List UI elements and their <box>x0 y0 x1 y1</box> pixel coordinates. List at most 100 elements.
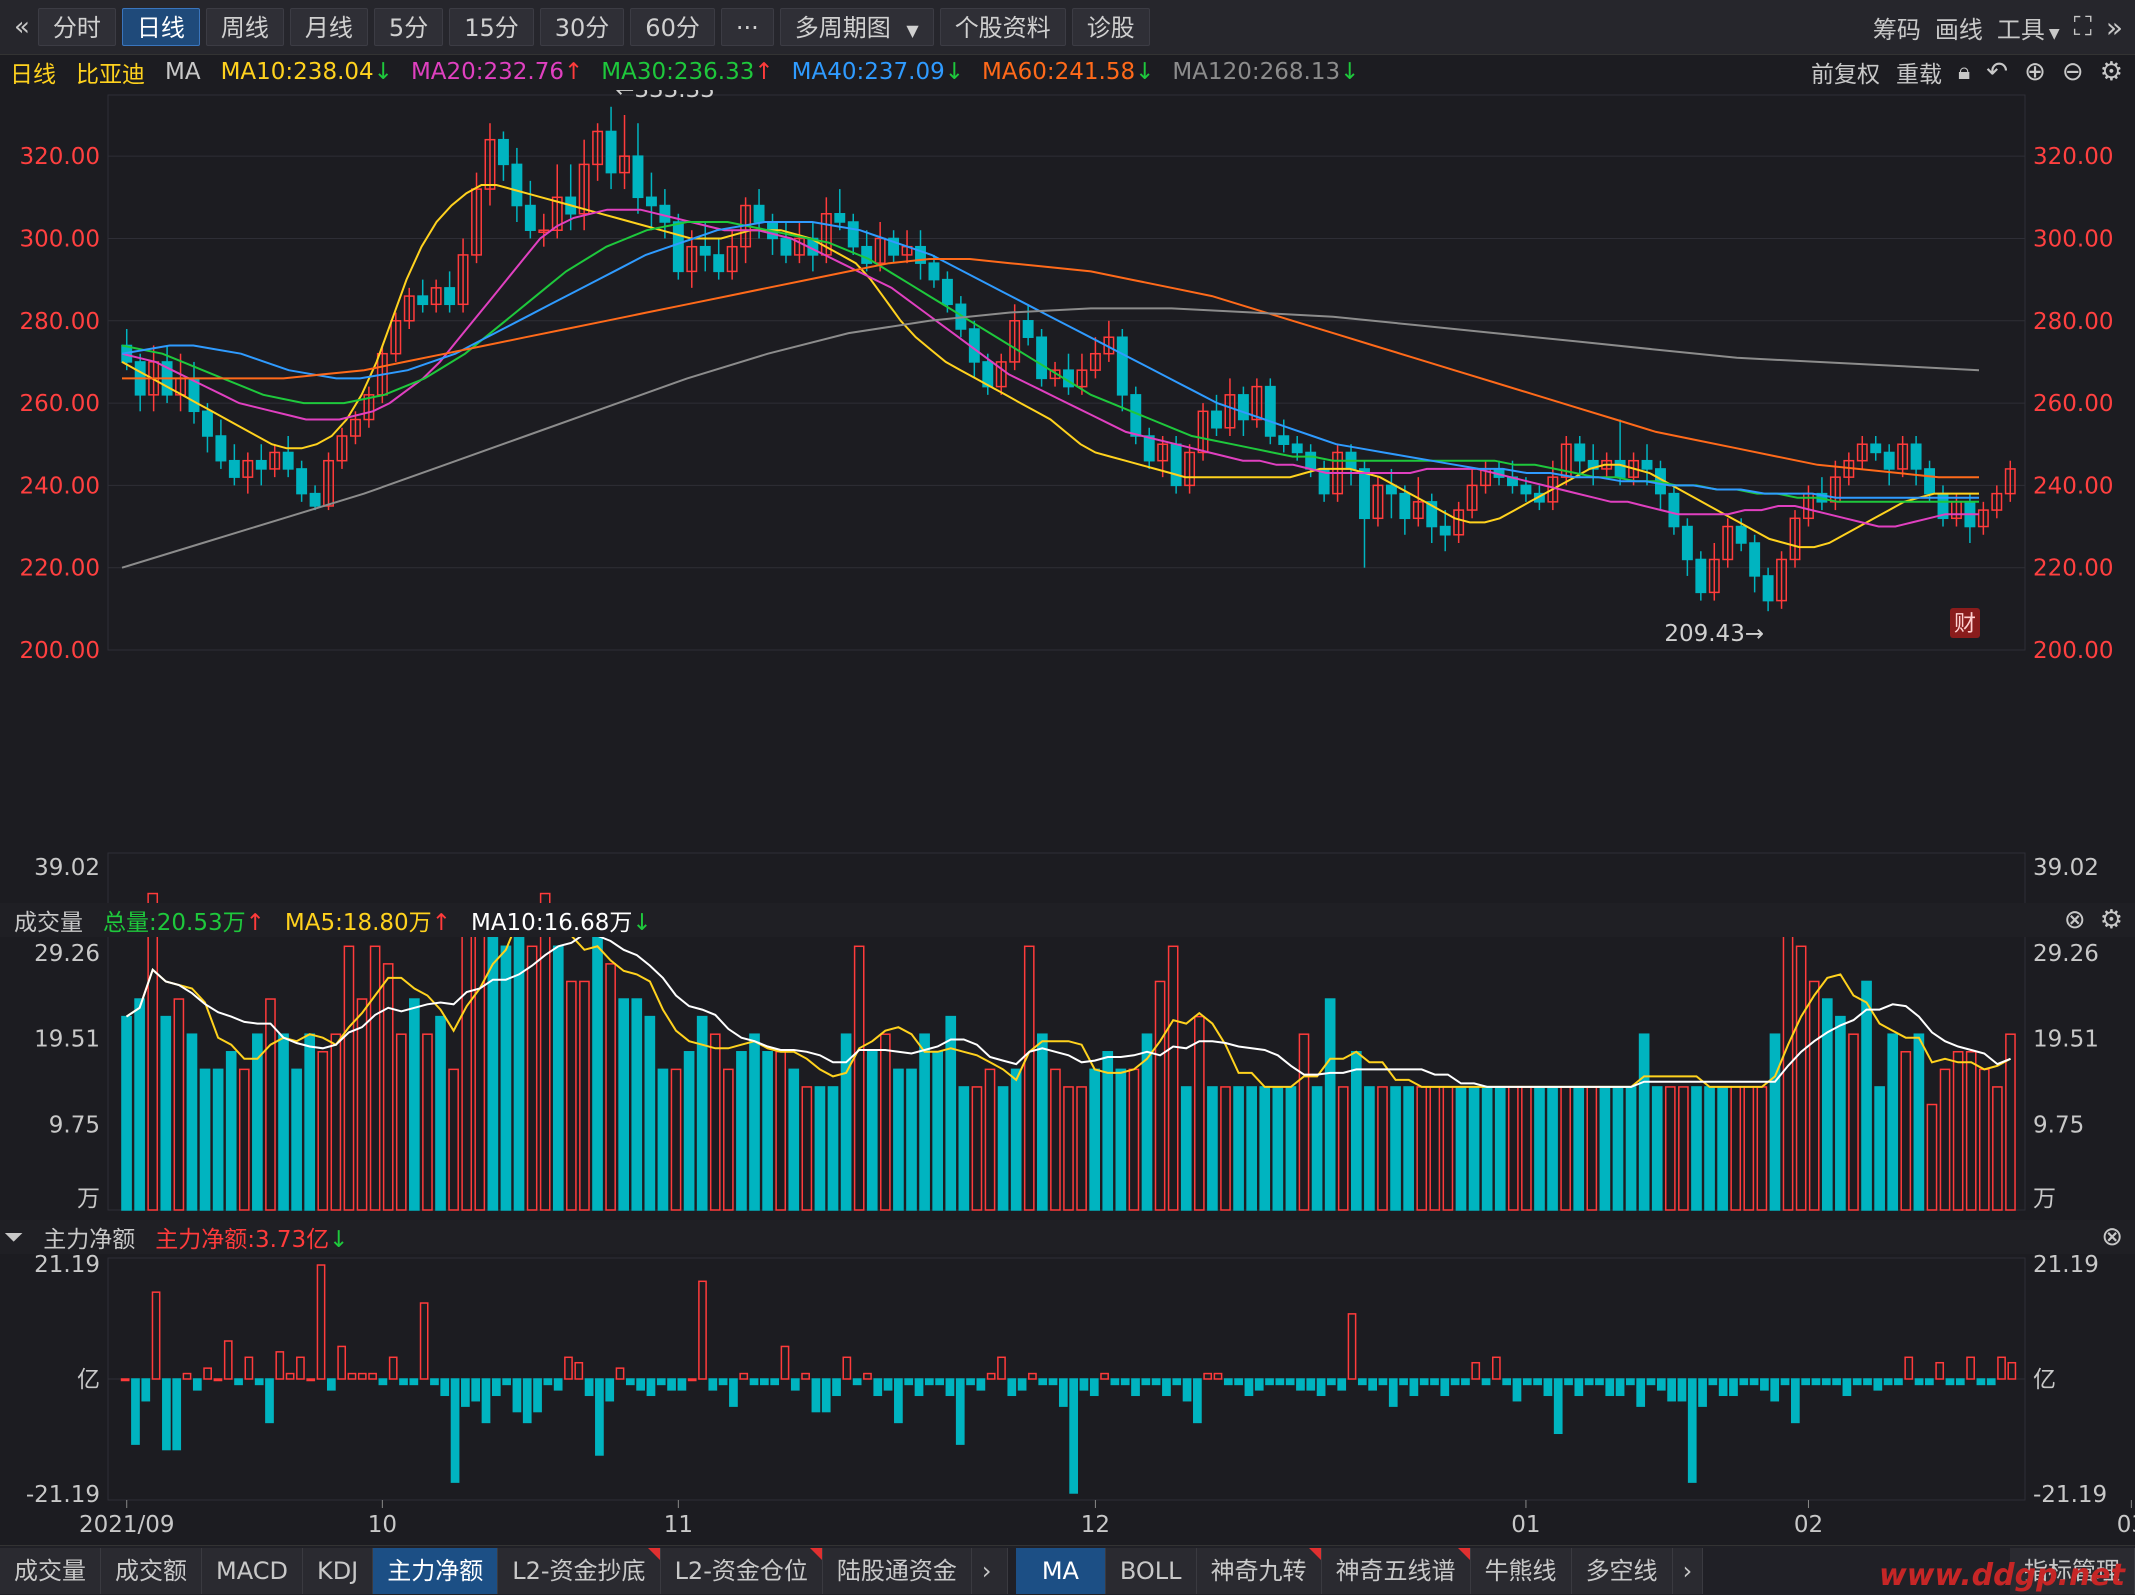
gear-icon[interactable]: ⚙ <box>2099 905 2123 935</box>
flow-bar <box>1265 1378 1274 1386</box>
price-tick-label-left: 260.00 <box>20 391 100 417</box>
flow-bar <box>1347 1313 1357 1380</box>
flow-tick-label-left: -21.19 <box>26 1482 100 1508</box>
volume-bar <box>238 1068 250 1211</box>
indicator-tab[interactable]: KDJ <box>302 1547 374 1594</box>
flow-bar <box>1388 1378 1398 1407</box>
reload-button[interactable]: 重载 <box>1896 62 1943 88</box>
flow-bar <box>1430 1378 1439 1386</box>
volume-bar <box>291 1068 302 1211</box>
lock-icon[interactable]: 🔒︎ <box>1958 59 1971 85</box>
flow-bar <box>203 1367 212 1380</box>
candle-body <box>632 155 644 199</box>
flow-unit-left: 亿 <box>77 1367 100 1393</box>
candle-body <box>941 278 953 306</box>
period-tab[interactable]: 5分 <box>373 8 444 46</box>
period-tab[interactable]: 15分 <box>449 8 534 46</box>
finance-badge-icon <box>1950 608 1980 638</box>
flow-bar <box>894 1378 903 1424</box>
forward-adjust-button[interactable]: 前复权 <box>1811 62 1881 88</box>
draw-line-button[interactable]: 画线 <box>1934 15 1983 44</box>
flow-bar <box>1821 1378 1831 1386</box>
flow-bar <box>1832 1378 1841 1386</box>
period-tab[interactable]: 分时 <box>37 8 116 46</box>
flow-bar <box>512 1378 522 1413</box>
overlay-tab[interactable]: BOLL <box>1105 1547 1197 1594</box>
double-chevron-right-icon[interactable]: » <box>2105 10 2123 44</box>
indicator-tab[interactable]: 主力净额 <box>373 1547 499 1594</box>
candle-body <box>1278 435 1290 445</box>
period-tab[interactable]: 日线 <box>121 8 200 46</box>
stock-info-button[interactable]: 个股资料 <box>939 8 1066 46</box>
indicator-tab[interactable]: 成交额 <box>101 1547 202 1594</box>
flow-bar <box>1564 1378 1573 1386</box>
double-chevron-left-icon[interactable]: « <box>14 12 30 42</box>
volume-bar <box>932 1051 944 1211</box>
period-tab[interactable]: 周线 <box>205 8 284 46</box>
tools-button[interactable]: 工具 ▼ <box>1997 10 2060 45</box>
period-tab[interactable]: 60分 <box>630 8 715 46</box>
volume-bar <box>382 963 394 1211</box>
chevron-right-icon[interactable]: › <box>1672 1547 1704 1594</box>
candle-body <box>309 492 321 507</box>
chips-button[interactable]: 筹码 <box>1872 15 1921 44</box>
chart-area[interactable]: 320.00 320.00 300.00 300.00 280.00 280.00 260.… <box>0 90 2135 1545</box>
overlay-tab[interactable]: 神奇五线谱 <box>1321 1547 1471 1594</box>
gear-icon[interactable]: ⚙ <box>2099 57 2123 87</box>
undo-icon[interactable]: ↶ <box>1986 57 2009 87</box>
indicator-tab[interactable]: 成交量 <box>0 1547 101 1594</box>
indicator-management-button[interactable]: 指标管理 <box>2010 1547 2135 1594</box>
candle-body <box>713 254 725 273</box>
fullscreen-icon[interactable]: ⛶ <box>2073 11 2092 42</box>
period-tab[interactable]: 月线 <box>289 8 368 46</box>
volume-bar <box>592 927 603 1211</box>
overlay-tab[interactable]: MA <box>1015 1547 1106 1594</box>
volume-bar <box>225 1051 237 1211</box>
volume-bar <box>1507 1086 1519 1211</box>
price-tick-label-left: 300.00 <box>20 226 100 252</box>
flow-bar <box>1306 1378 1316 1391</box>
chevron-right-icon[interactable]: › <box>971 1547 1008 1594</box>
flow-bar <box>1533 1378 1542 1386</box>
flow-bar <box>1069 1378 1079 1494</box>
close-icon[interactable]: ⊗ <box>2101 1222 2123 1252</box>
x-tick-label: 10 <box>368 1512 397 1538</box>
multi-period-dropdown[interactable]: 多周期图 ▼ <box>779 8 934 46</box>
candle-body <box>403 295 415 322</box>
overlay-tab[interactable]: 神奇九转 <box>1196 1547 1322 1594</box>
candle-body <box>1520 484 1532 495</box>
candle-body <box>457 254 469 306</box>
more-button[interactable]: ··· <box>720 8 774 46</box>
volume-bar <box>1128 1068 1140 1211</box>
volume-bar <box>1795 945 1807 1211</box>
indicator-tab[interactable]: L2-资金抄底 <box>498 1547 661 1594</box>
zoom-out-icon[interactable]: ⊖ <box>2061 57 2084 87</box>
flow-bar <box>1100 1372 1109 1380</box>
flow-bar <box>1595 1378 1604 1386</box>
candle-body <box>780 237 792 256</box>
overlay-tab[interactable]: 多空线 <box>1571 1547 1673 1594</box>
period-tab[interactable]: 30分 <box>539 8 625 46</box>
indicator-name[interactable]: MA <box>165 59 201 85</box>
ma-value-text: MA60:241.58 <box>982 59 1136 85</box>
candle-body <box>1022 320 1034 338</box>
tools-label: 工具 <box>1996 15 2045 44</box>
flow-bar <box>1337 1378 1347 1391</box>
flow-bar <box>1193 1378 1202 1424</box>
indicator-tab[interactable]: 陆股通资金 <box>822 1547 972 1594</box>
indicator-tab[interactable]: L2-资金仓位 <box>660 1547 823 1594</box>
flow-bar <box>1873 1378 1883 1391</box>
flow-bar <box>883 1378 893 1391</box>
collapse-icon[interactable]: ⏷ <box>4 1223 24 1251</box>
volume-bar <box>618 998 630 1211</box>
volume-bar <box>880 1033 891 1211</box>
candle-body <box>1574 443 1586 462</box>
indicator-tab[interactable]: MACD <box>202 1547 303 1594</box>
flow-bar <box>749 1378 759 1386</box>
overlay-tab[interactable]: 牛熊线 <box>1470 1547 1572 1594</box>
close-icon[interactable]: ⊗ <box>2063 905 2086 935</box>
zoom-in-icon[interactable]: ⊕ <box>2024 57 2046 87</box>
diagnose-button[interactable]: 诊股 <box>1071 8 1150 46</box>
flow-bar <box>852 1378 862 1386</box>
candle-body <box>928 262 940 281</box>
